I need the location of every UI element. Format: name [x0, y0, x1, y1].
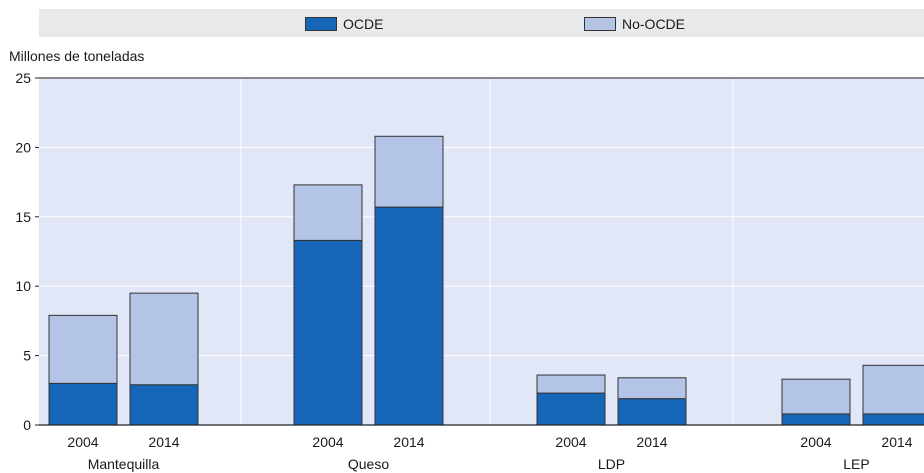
x-tick-label: 2014 — [148, 434, 179, 450]
x-tick-label: 2014 — [881, 434, 912, 450]
bar-non-oecd — [294, 185, 362, 241]
bar-oecd — [49, 383, 117, 425]
y-tick-label: 10 — [15, 278, 31, 294]
y-tick-label: 15 — [15, 209, 31, 225]
bar-non-oecd — [375, 136, 443, 207]
x-tick-label: 2014 — [636, 434, 667, 450]
bar-non-oecd — [49, 315, 117, 383]
bar-oecd — [863, 414, 924, 425]
x-tick-label: 2004 — [312, 434, 343, 450]
y-tick-label: 0 — [23, 417, 31, 433]
bar-oecd — [618, 399, 686, 425]
group-label: LDP — [598, 456, 625, 472]
bar-oecd — [294, 240, 362, 425]
x-tick-label: 2004 — [555, 434, 586, 450]
x-tick-label: 2014 — [393, 434, 424, 450]
bar-oecd — [782, 414, 850, 425]
group-label: Queso — [348, 456, 389, 472]
bar-non-oecd — [130, 293, 198, 385]
bar-oecd — [375, 207, 443, 425]
bar-non-oecd — [863, 365, 924, 414]
x-tick-label: 2004 — [800, 434, 831, 450]
x-tick-label: 2004 — [67, 434, 98, 450]
y-tick-label: 20 — [15, 139, 31, 155]
bar-non-oecd — [782, 379, 850, 414]
bar-non-oecd — [618, 378, 686, 399]
group-label: Mantequilla — [88, 456, 160, 472]
bar-non-oecd — [537, 375, 605, 393]
y-tick-label: 25 — [15, 70, 31, 86]
y-tick-label: 5 — [23, 348, 31, 364]
group-label: LEP — [843, 456, 869, 472]
bar-oecd — [130, 385, 198, 425]
bar-oecd — [537, 393, 605, 425]
